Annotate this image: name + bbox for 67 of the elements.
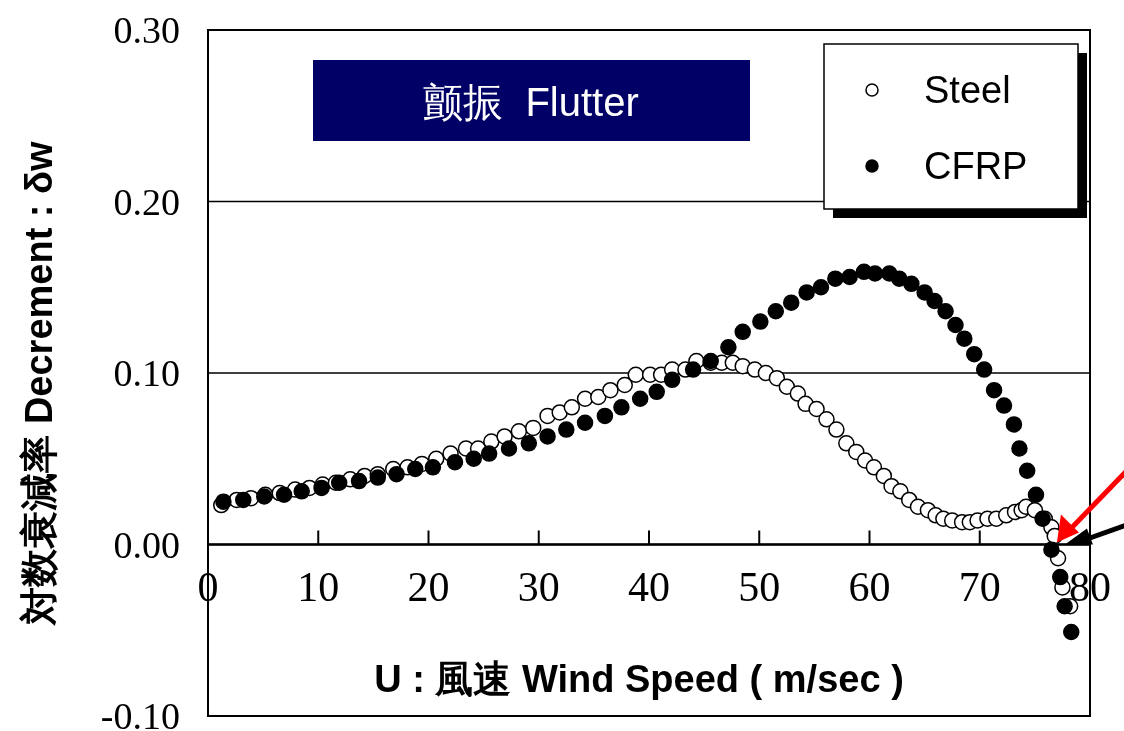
point bbox=[576, 414, 594, 431]
point bbox=[631, 390, 649, 407]
point bbox=[1043, 541, 1060, 558]
point bbox=[446, 453, 464, 471]
point bbox=[613, 399, 630, 416]
point bbox=[985, 381, 1003, 399]
point bbox=[866, 265, 884, 282]
point bbox=[1011, 440, 1028, 457]
point bbox=[663, 371, 681, 389]
point bbox=[767, 303, 785, 320]
point bbox=[215, 493, 232, 510]
x-tick-label: 30 bbox=[517, 563, 560, 610]
point bbox=[812, 279, 830, 296]
point bbox=[424, 459, 442, 476]
y-tick-label: 0.00 bbox=[113, 523, 180, 566]
point bbox=[1005, 416, 1023, 433]
point bbox=[965, 345, 983, 363]
point bbox=[648, 383, 665, 401]
point bbox=[235, 491, 252, 509]
point bbox=[995, 397, 1013, 414]
point bbox=[558, 421, 575, 438]
point bbox=[465, 450, 482, 467]
point bbox=[1063, 623, 1080, 641]
point bbox=[782, 294, 800, 311]
point bbox=[369, 469, 387, 486]
y-tick-label: 0.20 bbox=[113, 180, 180, 223]
point bbox=[596, 407, 614, 425]
x-tick-label: 20 bbox=[407, 563, 450, 610]
point bbox=[539, 428, 556, 445]
point bbox=[388, 465, 405, 483]
point bbox=[926, 292, 943, 310]
point bbox=[275, 486, 293, 504]
point bbox=[956, 330, 973, 347]
x-tick-label: 70 bbox=[958, 563, 1001, 610]
point bbox=[520, 435, 538, 452]
y-tick-label: 0.30 bbox=[113, 9, 180, 51]
point bbox=[841, 268, 858, 286]
x-tick-label: 50 bbox=[738, 563, 781, 610]
point bbox=[1018, 462, 1036, 480]
title: 颤振 Flutter bbox=[313, 60, 750, 141]
y-axis-title: 対数衰減率 Decrement : δw bbox=[18, 140, 60, 626]
point bbox=[975, 361, 993, 378]
y-tick-label: 0.10 bbox=[113, 352, 180, 394]
point bbox=[480, 445, 498, 462]
x-axis-title: U : 風速 Wind Speed ( m/sec ) bbox=[374, 658, 904, 700]
legend-label: Steel bbox=[924, 69, 1011, 111]
point bbox=[684, 361, 702, 378]
point bbox=[407, 460, 424, 478]
point bbox=[734, 323, 751, 341]
x-tick-label: 40 bbox=[628, 563, 670, 610]
point bbox=[752, 313, 769, 330]
point bbox=[903, 275, 920, 293]
y-tick-label: -0.10 bbox=[100, 695, 180, 731]
point bbox=[350, 472, 368, 490]
point bbox=[1051, 568, 1069, 586]
point bbox=[293, 483, 310, 500]
x-tick-label: 10 bbox=[297, 563, 340, 610]
x-tick-label: 60 bbox=[848, 563, 891, 610]
point bbox=[827, 270, 844, 287]
point bbox=[313, 479, 330, 497]
point bbox=[1027, 486, 1045, 504]
point bbox=[947, 316, 964, 334]
point bbox=[937, 303, 954, 320]
point bbox=[500, 440, 518, 457]
legend-label: CFRP bbox=[924, 145, 1028, 187]
point bbox=[720, 339, 737, 356]
point bbox=[798, 284, 815, 301]
